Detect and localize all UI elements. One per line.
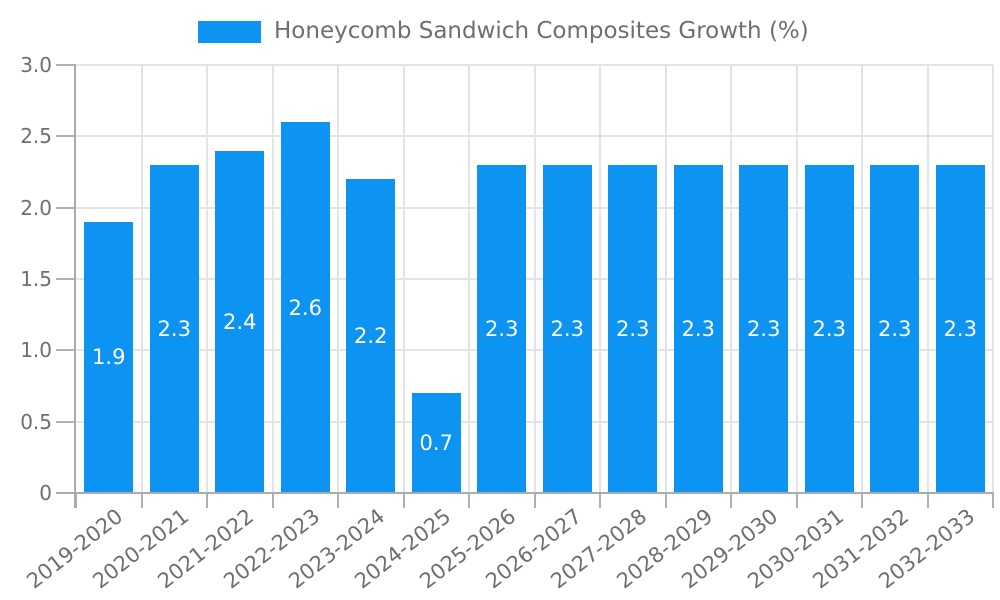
y-tick-label: 0.5 [20, 409, 52, 434]
gridline-vertical [468, 65, 470, 493]
y-tick-label: 2.0 [20, 195, 52, 220]
gridline-vertical [206, 65, 208, 493]
gridline-vertical [730, 65, 732, 493]
x-tick [140, 493, 143, 508]
y-tick-label: 0 [39, 481, 52, 505]
x-tick [664, 493, 667, 508]
x-tick [992, 493, 994, 508]
bar-value-label: 2.3 [943, 316, 977, 341]
y-tick-label: 1.5 [20, 267, 52, 291]
y-axis-line [74, 65, 76, 508]
bar-2019-2020[interactable] [84, 221, 134, 492]
x-tick [337, 493, 339, 508]
gridline-vertical [992, 65, 994, 493]
x-tick [730, 493, 732, 508]
bar-value-label: 2.4 [223, 309, 257, 334]
x-tick [468, 493, 470, 508]
bar-2021-2022[interactable] [215, 150, 265, 492]
y-tick [56, 206, 76, 209]
bar-value-label: 2.3 [747, 316, 781, 341]
bar-value-label: 1.9 [92, 345, 126, 370]
bar-2029-2030[interactable] [739, 164, 789, 492]
bar-2020-2021[interactable] [149, 164, 199, 492]
y-tick-label: 3.0 [20, 53, 52, 77]
bar-value-label: 2.3 [157, 316, 191, 341]
x-tick [75, 493, 77, 508]
y-tick [56, 420, 76, 423]
x-tick [271, 493, 274, 508]
bar-2030-2031[interactable] [804, 164, 854, 492]
bar-value-label: 2.3 [878, 316, 912, 341]
bar-2024-2025[interactable] [411, 393, 461, 492]
gridline-vertical [337, 65, 339, 493]
bar-value-label: 2.3 [550, 316, 584, 341]
gridline-vertical [140, 65, 143, 493]
x-tick [599, 493, 601, 508]
x-tick [533, 493, 536, 508]
gridline-vertical [402, 65, 405, 493]
bar-2027-2028[interactable] [608, 164, 658, 492]
bar-value-label: 2.3 [616, 316, 650, 341]
bar-value-label: 2.3 [485, 316, 519, 341]
gridline-vertical [533, 65, 536, 493]
gridline-vertical [599, 65, 601, 493]
bar-2028-2029[interactable] [673, 164, 723, 492]
gridline-vertical [795, 65, 798, 493]
x-tick [206, 493, 208, 508]
y-tick [56, 64, 76, 66]
x-tick [402, 493, 405, 508]
x-tick [861, 493, 863, 508]
x-axis-line [56, 492, 994, 494]
chart-legend[interactable]: Honeycomb Sandwich Composites Growth (%) [198, 20, 809, 43]
y-tick-label: 2.5 [20, 124, 52, 149]
y-tick-label: 1.0 [20, 338, 52, 363]
legend-swatch [198, 20, 261, 43]
bar-2025-2026[interactable] [477, 164, 527, 492]
gridline-vertical [861, 65, 863, 493]
gridline-vertical [926, 65, 929, 493]
bar-value-label: 2.2 [354, 324, 388, 349]
gridline-vertical [664, 65, 667, 493]
x-tick [926, 493, 929, 508]
bar-value-label: 0.7 [419, 431, 453, 456]
bar-2031-2032[interactable] [870, 164, 920, 492]
bar-value-label: 2.6 [288, 295, 322, 320]
y-tick [56, 135, 76, 138]
bar-2022-2023[interactable] [280, 122, 330, 492]
gridline-vertical [271, 65, 274, 493]
bar-value-label: 2.3 [812, 316, 846, 341]
x-tick [795, 493, 798, 508]
y-tick [56, 278, 76, 280]
bar-2023-2024[interactable] [346, 179, 396, 492]
legend-label: Honeycomb Sandwich Composites Growth (%) [274, 18, 809, 44]
bar-2032-2033[interactable] [935, 164, 985, 492]
y-tick [56, 349, 76, 352]
bar-2026-2027[interactable] [542, 164, 592, 492]
bar-value-label: 2.3 [681, 316, 715, 341]
